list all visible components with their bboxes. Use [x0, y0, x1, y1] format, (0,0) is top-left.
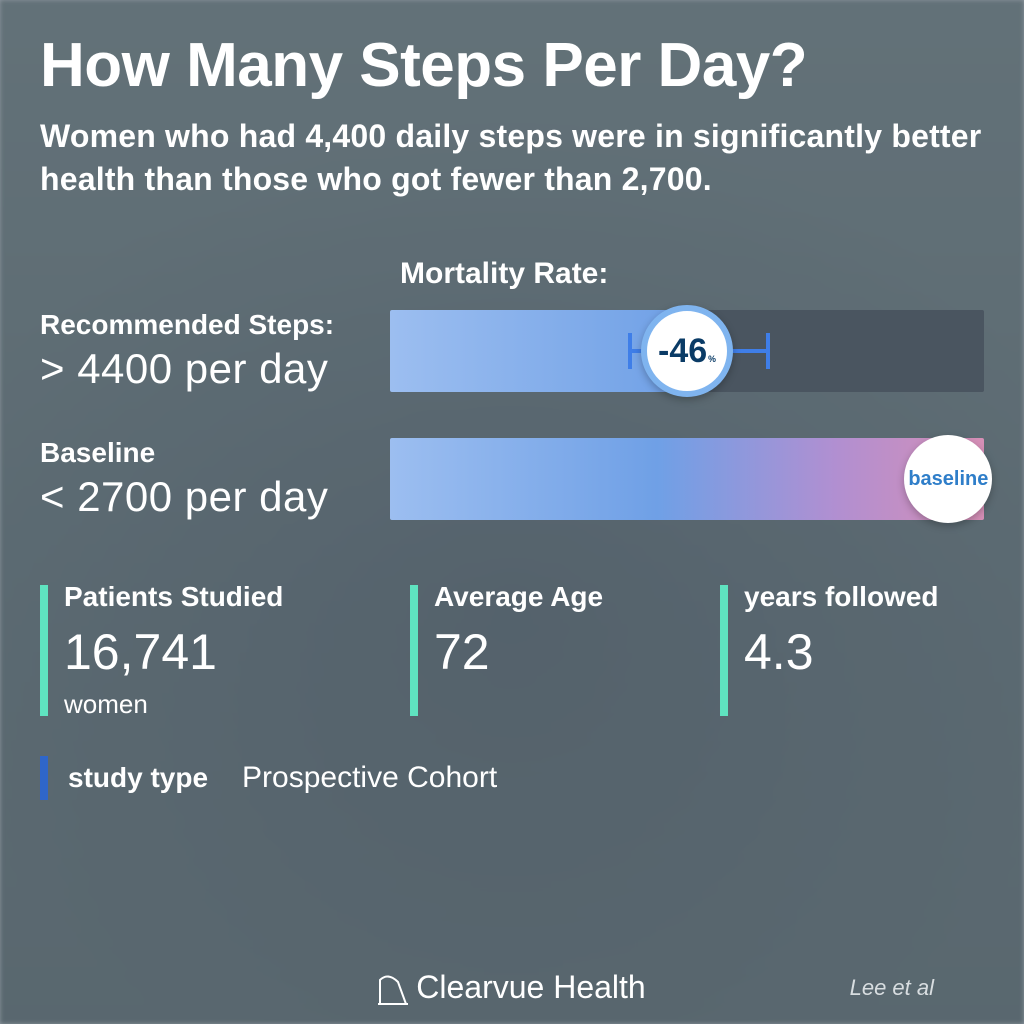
stat-value: 72	[434, 623, 670, 681]
stat-patients: Patients Studied 16,741 women	[40, 581, 360, 720]
stat-title: Average Age	[434, 581, 670, 613]
bar-area: -46%	[390, 310, 984, 392]
row-label-top: Recommended Steps:	[40, 309, 390, 341]
stat-age: Average Age 72	[410, 581, 670, 720]
study-value: Prospective Cohort	[242, 761, 497, 795]
percent-icon: %	[708, 354, 716, 364]
badge-text: baseline	[908, 468, 988, 491]
row-label-top: Baseline	[40, 437, 390, 469]
badge-text: -46%	[658, 332, 716, 371]
baseline-badge: baseline	[904, 435, 992, 523]
stat-accent-bar	[410, 585, 418, 716]
brand-logo-icon	[378, 970, 408, 1006]
chart-row-baseline: Baseline < 2700 per day baseline	[40, 437, 984, 521]
chart-row-labels: Baseline < 2700 per day	[40, 437, 390, 521]
footer: Clearvue Health Lee et al	[0, 969, 1024, 1006]
infographic-content: How Many Steps Per Day? Women who had 4,…	[0, 0, 1024, 1024]
chart-row-recommended: Recommended Steps: > 4400 per day -46%	[40, 309, 984, 393]
bar-fill	[390, 438, 984, 520]
stat-title: Patients Studied	[64, 581, 360, 613]
row-label-value: > 4400 per day	[40, 345, 390, 393]
chart-row-labels: Recommended Steps: > 4400 per day	[40, 309, 390, 393]
stats-row: Patients Studied 16,741 women Average Ag…	[40, 581, 984, 720]
value-badge: -46%	[641, 305, 733, 397]
study-type-row: study type Prospective Cohort	[40, 756, 984, 800]
page-subtitle: Women who had 4,400 daily steps were in …	[40, 115, 984, 201]
bar-area: baseline	[390, 438, 984, 520]
stat-value: 4.3	[744, 623, 980, 681]
stat-accent-bar	[40, 585, 48, 716]
stat-accent-bar	[720, 585, 728, 716]
citation: Lee et al	[850, 975, 934, 1001]
mortality-chart: Mortality Rate: Recommended Steps: > 440…	[40, 257, 984, 521]
brand: Clearvue Health	[378, 969, 645, 1006]
stat-value: 16,741	[64, 623, 360, 681]
row-label-value: < 2700 per day	[40, 473, 390, 521]
brand-name: Clearvue Health	[416, 969, 645, 1006]
study-accent-bar	[40, 756, 48, 800]
chart-heading: Mortality Rate:	[400, 257, 984, 291]
stat-subtitle: women	[64, 689, 360, 720]
page-title: How Many Steps Per Day?	[40, 30, 984, 101]
study-label: study type	[68, 762, 208, 794]
stat-title: years followed	[744, 581, 980, 613]
stat-years: years followed 4.3	[720, 581, 980, 720]
